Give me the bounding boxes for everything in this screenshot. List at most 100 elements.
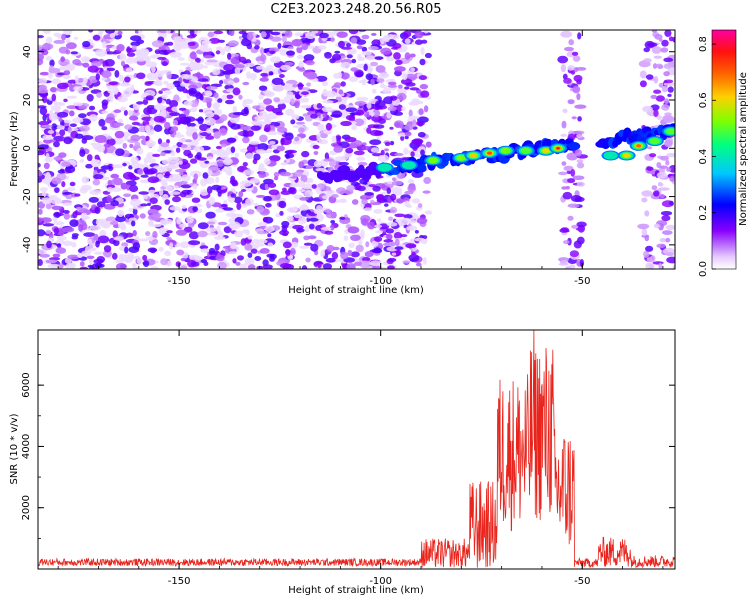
noise-blob [404,190,414,195]
noise-blob [561,232,568,236]
noise-blob [42,113,47,122]
noise-blob [138,191,149,195]
noise-blob [226,94,234,100]
noise-blob [370,78,375,86]
noise-blob [186,34,196,39]
noise-blob [225,212,237,217]
noise-blob [290,119,296,125]
noise-blob [557,55,569,64]
noise-blob [339,198,347,203]
noise-blob [661,215,671,222]
noise-blob [95,240,100,248]
noise-blob [164,199,170,205]
noise-blob [143,260,150,267]
noise-blob [247,252,253,258]
noise-blob [346,43,352,48]
noise-blob [180,257,186,262]
noise-blob [131,45,137,51]
noise-blob [104,51,116,55]
noise-blob [641,197,648,203]
noise-blob [244,243,253,251]
noise-blob [656,162,662,168]
noise-blob [114,70,120,78]
noise-blob [298,205,310,211]
noise-blob [46,240,52,249]
noise-blob [269,155,281,162]
noise-blob [203,65,208,69]
noise-blob [354,101,367,106]
noise-blob [365,241,370,248]
noise-blob [109,33,116,39]
noise-blob [275,213,281,218]
noise-blob [221,94,228,101]
noise-blob [369,260,382,267]
noise-blob [160,142,170,148]
noise-blob [146,72,158,81]
noise-blob [410,67,416,73]
noise-blob [82,62,90,68]
noise-blob [326,245,335,252]
noise-blob [219,114,228,122]
noise-blob [190,261,200,267]
noise-blob [200,248,210,253]
noise-blob [58,65,69,71]
noise-blob [164,250,172,257]
noise-blob [215,50,221,55]
noise-blob [187,41,196,46]
noise-blob [316,103,323,109]
noise-blob [645,245,654,252]
noise-blob [124,258,130,264]
noise-blob [658,182,664,187]
noise-blob [564,46,574,52]
noise-blob [270,36,282,42]
noise-blob [372,109,381,118]
noise-blob [377,218,382,222]
noise-blob [264,157,271,166]
noise-blob [137,238,149,242]
noise-blob [368,111,375,116]
noise-blob [63,30,73,36]
noise-blob [259,110,268,118]
noise-blob [275,111,284,116]
snr-frame [37,329,676,570]
y-tick-label: 4000 [21,434,32,459]
noise-blob [146,56,152,61]
noise-blob [303,242,313,246]
colorbar-frame [711,29,737,270]
noise-blob [161,94,168,100]
noise-blob [159,219,168,226]
noise-blob [360,229,365,237]
noise-blob [151,223,162,228]
noise-blob [338,89,344,95]
noise-blob [199,94,204,101]
noise-blob [200,178,208,187]
noise-blob [412,119,417,127]
noise-blob [645,262,655,269]
noise-blob [305,71,317,80]
noise-blob [639,80,647,88]
noise-blob [389,206,398,214]
noise-blob [190,106,198,113]
noise-blob [138,30,143,34]
noise-blob [663,79,674,84]
noise-blob [89,189,102,196]
noise-blob [420,47,425,56]
noise-blob [86,154,93,162]
noise-blob [291,114,300,120]
noise-blob [298,61,304,69]
snr-panel: -150 -100 -50 2000 4000 6000 Height of straig… [9,329,676,596]
snr-ticks: -150 -100 -50 2000 4000 6000 [21,330,675,587]
noise-blob [123,193,132,197]
noise-blob [115,216,126,223]
noise-blob [194,154,202,160]
noise-blob [371,88,377,94]
noise-blob [125,232,134,238]
noise-blob [238,191,244,198]
noise-blob [296,54,304,60]
noise-blob [161,159,170,165]
noise-blob [361,46,368,52]
noise-blob [560,133,568,137]
noise-blob [365,55,375,61]
noise-blob [286,215,294,222]
noise-blob [153,124,163,132]
